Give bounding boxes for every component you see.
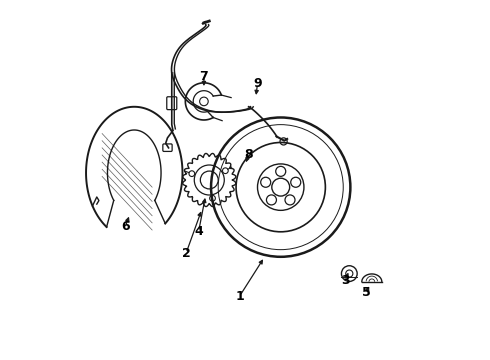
Text: 2: 2: [182, 247, 191, 260]
Text: 4: 4: [194, 225, 203, 238]
Text: 5: 5: [362, 286, 371, 299]
Text: 1: 1: [235, 289, 244, 303]
Text: 3: 3: [341, 274, 349, 287]
Text: 8: 8: [244, 148, 253, 162]
Text: 6: 6: [121, 220, 130, 233]
Text: 9: 9: [253, 77, 262, 90]
Text: 7: 7: [199, 70, 208, 83]
